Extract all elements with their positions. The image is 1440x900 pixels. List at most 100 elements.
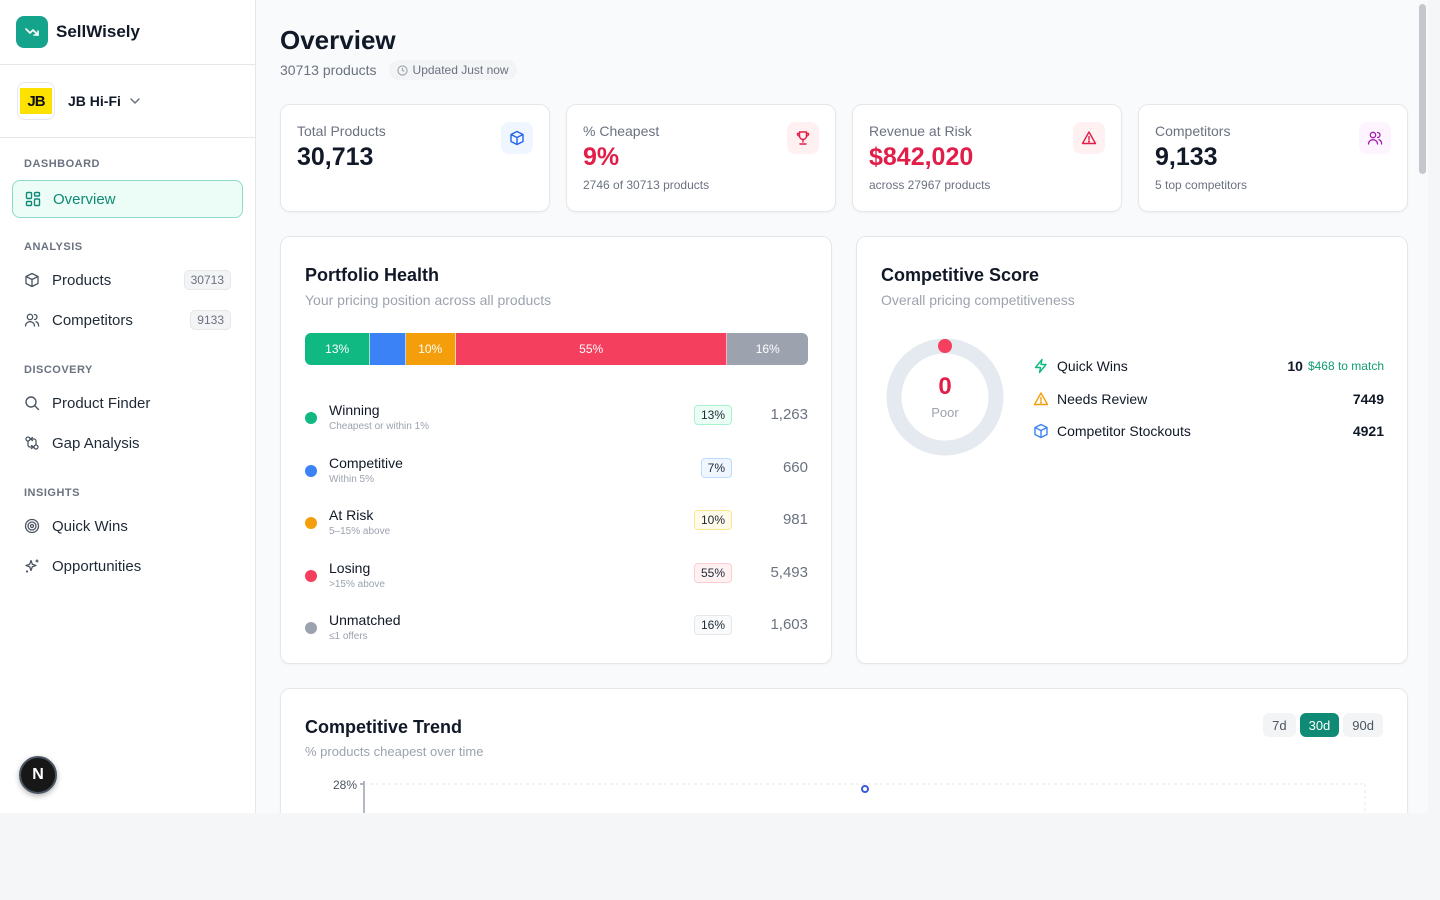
scrollbar-thumb[interactable] xyxy=(1419,4,1426,174)
metric-needs-review[interactable]: Needs Review 7449 xyxy=(1033,388,1384,410)
metric-competitor-stockouts[interactable]: Competitor Stockouts 4921 xyxy=(1033,420,1384,442)
clock-icon xyxy=(396,64,408,76)
sidebar: SellWisely JB JB Hi-Fi DASHBOARD Overvie… xyxy=(0,0,256,813)
card-title: Competitive Score xyxy=(881,265,1040,285)
sidebar-item-opportunities[interactable]: Opportunities xyxy=(12,547,243,585)
package-icon xyxy=(501,122,533,154)
count-badge: 9133 xyxy=(190,310,231,330)
users-icon xyxy=(1359,122,1391,154)
stat-card-revenue-at-risk: Revenue at Risk $842,020 across 27967 pr… xyxy=(852,104,1122,212)
segment-percent-badge: 13% xyxy=(693,405,732,425)
nav-heading: DISCOVERY xyxy=(24,364,93,376)
segment-percent-badge: 16% xyxy=(693,615,732,636)
stat-sub: 2746 of 30713 products xyxy=(583,178,710,192)
stat-label: % Cheapest xyxy=(583,123,660,139)
page-subtitle: 30713 products Updated Just now xyxy=(280,60,517,80)
nav-section-discovery: DISCOVERY Product Finder Gap Analysis xyxy=(0,364,255,462)
nav-heading: INSIGHTS xyxy=(24,487,80,499)
segment-percent-badge: 10% xyxy=(693,510,732,531)
sidebar-item-label: Quick Wins xyxy=(52,517,128,535)
compare-icon xyxy=(24,435,40,451)
stat-sub: 5 top competitors xyxy=(1155,178,1248,192)
dev-tools-button[interactable]: N xyxy=(19,756,57,794)
stat-sub: across 27967 products xyxy=(869,178,991,192)
health-bar-segment-competitive xyxy=(370,333,406,365)
card-title: Competitive Trend xyxy=(305,717,463,737)
status-dot xyxy=(305,622,317,635)
metric-value: 10 xyxy=(1287,358,1303,374)
score-value: 0 xyxy=(938,373,952,400)
stat-card-cheapest: % Cheapest 9% 2746 of 30713 products xyxy=(566,104,836,212)
segment-percent-badge: 55% xyxy=(693,562,732,583)
trend-chart: 28% xyxy=(333,778,1366,813)
health-stacked-bar: 13% 10% 55% 16% xyxy=(305,333,808,365)
metric-value: 7449 xyxy=(1352,391,1384,407)
layout-grid-icon xyxy=(25,191,41,207)
nav-section-insights: INSIGHTS Quick Wins Opportunities xyxy=(0,487,255,585)
health-row-competitive: Competitive Within 5% 7% 660 xyxy=(305,455,808,495)
search-icon xyxy=(24,395,40,411)
page-title: Overview xyxy=(280,25,396,55)
nav-heading: ANALYSIS xyxy=(24,241,83,253)
stat-value: 9% xyxy=(583,143,620,171)
sidebar-item-products[interactable]: Products 30713 xyxy=(12,261,243,299)
metric-quick-wins[interactable]: Quick Wins 10 $468 to match xyxy=(1033,355,1384,377)
sidebar-item-label: Overview xyxy=(53,190,116,208)
segment-count: 1,603 xyxy=(770,616,808,634)
score-gauge-marker xyxy=(938,339,952,353)
segment-name: Competitive xyxy=(329,454,403,471)
alert-triangle-icon xyxy=(1073,122,1105,154)
nav-heading: DASHBOARD xyxy=(24,158,100,170)
alert-triangle-icon xyxy=(1033,391,1049,407)
stat-value: 30,713 xyxy=(297,143,374,171)
segment-count: 981 xyxy=(782,511,808,529)
sidebar-item-competitors[interactable]: Competitors 9133 xyxy=(12,301,243,339)
metric-value: 4921 xyxy=(1352,423,1384,439)
card-subtitle: % products cheapest over time xyxy=(305,744,484,759)
sidebar-item-label: Opportunities xyxy=(52,557,142,575)
range-button-90d[interactable]: 90d xyxy=(1343,713,1383,737)
range-button-7d[interactable]: 7d xyxy=(1263,713,1296,737)
sidebar-item-label: Gap Analysis xyxy=(52,434,140,452)
sparkles-icon xyxy=(24,558,40,574)
competitive-score-card: Competitive Score Overall pricing compet… xyxy=(856,236,1408,664)
health-bar-segment-at-risk: 10% xyxy=(405,333,456,365)
segment-count: 5,493 xyxy=(770,563,808,581)
sidebar-item-label: Products xyxy=(52,271,112,289)
package-icon xyxy=(1033,423,1049,439)
status-dot xyxy=(305,412,317,424)
status-dot xyxy=(305,464,317,477)
sidebar-item-label: Competitors xyxy=(52,311,133,329)
segment-name: Winning xyxy=(329,402,380,418)
sidebar-item-gap-analysis[interactable]: Gap Analysis xyxy=(12,424,243,462)
stat-label: Competitors xyxy=(1155,123,1231,139)
trend-point xyxy=(861,785,869,793)
stat-card-competitors: Competitors 9,133 5 top competitors xyxy=(1138,104,1408,212)
stat-card-total-products: Total Products 30,713 xyxy=(280,104,550,212)
sidebar-item-overview[interactable]: Overview xyxy=(12,180,243,218)
users-icon xyxy=(24,312,40,328)
package-icon xyxy=(24,272,40,288)
score-gauge xyxy=(886,338,1004,456)
range-button-30d[interactable]: 30d xyxy=(1299,713,1340,737)
sidebar-item-label: Product Finder xyxy=(52,394,151,412)
count-badge: 30713 xyxy=(183,270,231,290)
segment-description: 5–15% above xyxy=(329,526,391,538)
health-row-losing: Losing >15% above 55% 5,493 xyxy=(305,560,808,600)
scrollbar[interactable] xyxy=(1416,0,1428,813)
segment-name: At Risk xyxy=(329,507,374,524)
card-title: Portfolio Health xyxy=(305,265,439,285)
range-toggle: 7d 30d 90d xyxy=(1263,713,1383,737)
card-subtitle: Your pricing position across all product… xyxy=(305,292,552,308)
store-switcher[interactable]: JB JB Hi-Fi xyxy=(0,65,255,138)
health-row-winning: Winning Cheapest or within 1% 13% 1,263 xyxy=(305,402,808,442)
stat-label: Revenue at Risk xyxy=(869,123,972,139)
sidebar-item-quick-wins[interactable]: Quick Wins xyxy=(12,507,243,545)
card-subtitle: Overall pricing competitiveness xyxy=(881,292,1075,308)
brand[interactable]: SellWisely xyxy=(0,0,255,65)
sidebar-item-product-finder[interactable]: Product Finder xyxy=(12,384,243,422)
segment-count: 660 xyxy=(782,458,808,476)
main-content: Overview 30713 products Updated Just now… xyxy=(256,0,1428,813)
nav-section-analysis: ANALYSIS Products 30713 Competitors 9133 xyxy=(0,241,255,339)
product-count: 30713 products xyxy=(280,62,377,78)
